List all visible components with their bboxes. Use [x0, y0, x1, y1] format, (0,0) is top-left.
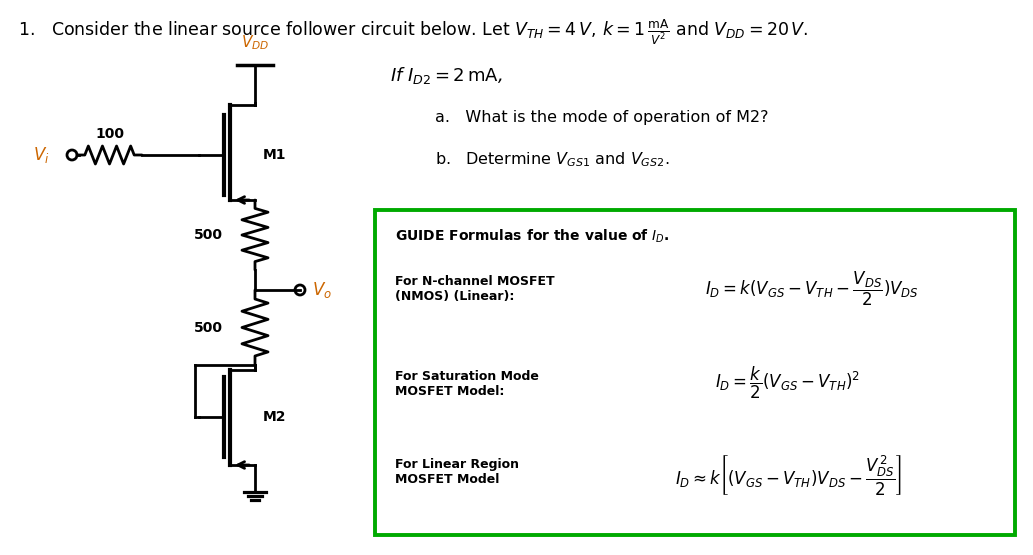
Text: For Linear Region
MOSFET Model: For Linear Region MOSFET Model: [395, 458, 519, 486]
Text: For Saturation Mode
MOSFET Model:: For Saturation Mode MOSFET Model:: [395, 370, 539, 398]
Text: 500: 500: [194, 320, 223, 335]
Text: M1: M1: [263, 148, 286, 162]
Text: For N-channel MOSFET
(NMOS) (Linear):: For N-channel MOSFET (NMOS) (Linear):: [395, 275, 555, 303]
Text: $V_o$: $V_o$: [312, 280, 332, 300]
Text: 100: 100: [95, 127, 124, 141]
Text: $I_D = \dfrac{k}{2}(V_{GS} - V_{TH})^2$: $I_D = \dfrac{k}{2}(V_{GS} - V_{TH})^2$: [715, 365, 860, 401]
Text: GUIDE Formulas for the value of $I_D$.: GUIDE Formulas for the value of $I_D$.: [395, 228, 669, 245]
Text: 500: 500: [194, 228, 223, 242]
Text: M2: M2: [263, 410, 286, 424]
Text: $V_i$: $V_i$: [33, 145, 50, 165]
Text: If $I_{D2} = 2\,\mathrm{mA}$,: If $I_{D2} = 2\,\mathrm{mA}$,: [390, 65, 503, 86]
Text: $V_{DD}$: $V_{DD}$: [241, 33, 270, 52]
Text: $I_D = k(V_{GS} - V_{TH} - \dfrac{V_{DS}}{2})V_{DS}$: $I_D = k(V_{GS} - V_{TH} - \dfrac{V_{DS}…: [705, 270, 918, 308]
Text: $I_D \approx k\left[(V_{GS} - V_{TH})V_{DS} - \dfrac{V_{DS}^{\,2}}{2}\right]$: $I_D \approx k\left[(V_{GS} - V_{TH})V_{…: [675, 453, 902, 497]
Bar: [375, 210, 1015, 535]
Text: b.   Determine $V_{GS1}$ and $V_{GS2}$.: b. Determine $V_{GS1}$ and $V_{GS2}$.: [435, 150, 669, 169]
Text: 1.   Consider the linear source follower circuit below. Let $V_{TH} = 4\,V,\, k : 1. Consider the linear source follower c…: [18, 17, 809, 47]
Text: a.   What is the mode of operation of M2?: a. What is the mode of operation of M2?: [435, 110, 769, 125]
